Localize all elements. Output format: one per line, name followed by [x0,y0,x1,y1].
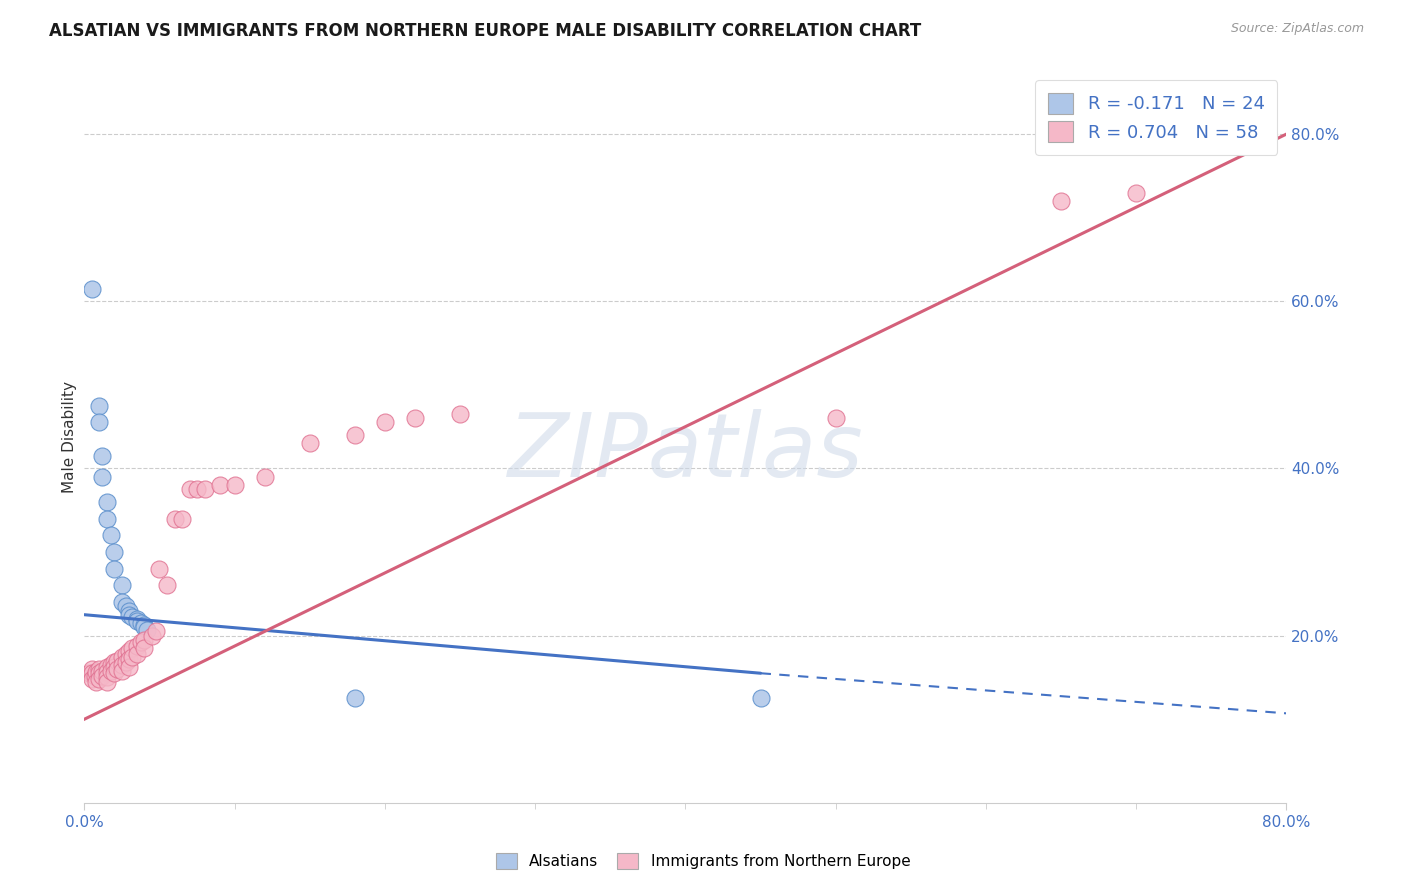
Point [91,664,114,678]
Point [96,511,118,525]
Point [131,616,153,631]
Point [134,617,156,632]
Point [96,665,118,679]
Point [194,483,217,497]
Point [96,674,118,689]
Point [148,562,170,576]
Point [208,478,231,492]
Point [89,416,111,430]
Point [163,511,186,525]
Text: ZIPatlas: ZIPatlas [508,409,863,495]
Point [80,662,103,676]
Point [80,672,103,686]
Point [374,416,396,430]
Point [115,656,138,670]
Point [118,643,141,657]
Point [125,647,148,661]
Point [134,632,156,647]
Point [80,282,103,296]
Point [103,656,125,670]
Point [118,607,141,622]
Point [115,599,138,614]
Point [131,635,153,649]
Point [749,691,772,706]
Point [136,623,159,637]
Point [298,436,321,450]
Point [115,647,138,661]
Point [103,562,125,576]
Point [86,674,108,689]
Text: Source: ZipAtlas.com: Source: ZipAtlas.com [1230,22,1364,36]
Text: ALSATIAN VS IMMIGRANTS FROM NORTHERN EUROPE MALE DISABILITY CORRELATION CHART: ALSATIAN VS IMMIGRANTS FROM NORTHERN EUR… [49,22,921,40]
Point [107,662,129,676]
Point [89,666,111,681]
Point [96,660,118,674]
Point [91,449,114,463]
Point [103,660,125,674]
Point [125,639,148,653]
Point [86,665,108,679]
Point [83,669,105,683]
Point [111,664,134,678]
Point [111,657,134,672]
Point [89,399,111,413]
Point [179,483,201,497]
Point [89,662,111,676]
Point [125,612,148,626]
Point [77,666,100,681]
Point [80,666,103,681]
Point [100,664,122,678]
Point [91,669,114,683]
Point [1125,186,1147,200]
Point [118,660,141,674]
Y-axis label: Male Disability: Male Disability [62,381,77,493]
Point [404,411,426,425]
Point [96,670,118,684]
Point [449,407,471,421]
Point [186,483,208,497]
Point [103,545,125,559]
Point [125,614,148,628]
Point [170,511,193,525]
Point [118,603,141,617]
Point [111,578,134,592]
Point [111,595,134,609]
Point [1050,194,1073,208]
Point [343,691,366,706]
Point [253,470,276,484]
Point [107,654,129,668]
Point [100,657,122,672]
Point [89,672,111,686]
Legend: R = -0.171   N = 24, R = 0.704   N = 58: R = -0.171 N = 24, R = 0.704 N = 58 [1035,80,1278,154]
Point [134,620,156,634]
Point [103,666,125,681]
Point [96,495,118,509]
Point [91,470,114,484]
Legend: Alsatians, Immigrants from Northern Europe: Alsatians, Immigrants from Northern Euro… [489,847,917,875]
Point [156,578,179,592]
Point [824,411,846,425]
Point [118,652,141,666]
Point [121,610,143,624]
Point [224,478,246,492]
Point [121,641,143,656]
Point [343,428,366,442]
Point [100,528,122,542]
Point [134,641,156,656]
Point [145,624,167,639]
Point [121,649,143,664]
Point [111,649,134,664]
Point [141,629,163,643]
